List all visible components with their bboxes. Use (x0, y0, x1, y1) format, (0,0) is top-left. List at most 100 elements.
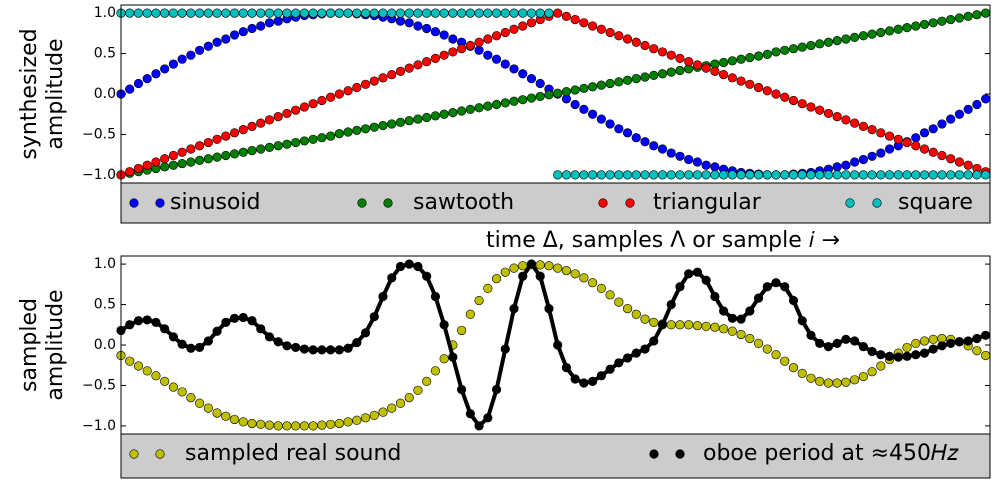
y-axis-label: sampled (17, 298, 42, 392)
point (605, 290, 615, 300)
point (902, 23, 912, 33)
point (797, 42, 807, 52)
point (448, 352, 458, 362)
point (736, 54, 746, 64)
point (291, 137, 301, 148)
point (858, 121, 868, 131)
point (762, 170, 772, 180)
point (247, 316, 257, 326)
point (413, 8, 423, 18)
point (631, 133, 641, 143)
point (291, 342, 301, 353)
point (317, 133, 327, 143)
point (884, 144, 895, 154)
point (535, 260, 545, 270)
legend-marker (155, 449, 165, 459)
point (168, 150, 179, 161)
point (588, 21, 598, 31)
point (177, 147, 187, 157)
point (544, 303, 554, 314)
point (177, 54, 187, 64)
point (203, 41, 213, 51)
point (264, 142, 275, 152)
point (553, 88, 563, 98)
point (981, 330, 991, 340)
point (640, 170, 650, 180)
point (334, 129, 344, 139)
point (229, 149, 240, 159)
point (928, 124, 938, 134)
point (815, 338, 825, 348)
point (893, 170, 903, 180)
point (701, 160, 711, 170)
point (561, 170, 572, 180)
point (387, 69, 397, 80)
point (710, 322, 720, 332)
point (928, 18, 938, 28)
point (884, 26, 895, 36)
point (343, 8, 353, 18)
point (509, 96, 519, 106)
point (177, 8, 187, 18)
point (247, 146, 257, 156)
point (972, 10, 982, 20)
point (465, 309, 475, 319)
point (334, 345, 344, 355)
point (946, 114, 956, 124)
legend-marker (383, 198, 393, 208)
point (195, 8, 205, 18)
point (841, 115, 851, 125)
point (500, 27, 510, 38)
point (238, 27, 248, 37)
point (518, 8, 528, 18)
point (771, 170, 781, 180)
point (518, 271, 528, 281)
point (614, 124, 624, 134)
point (631, 74, 641, 84)
point (605, 119, 615, 129)
point (413, 114, 423, 124)
point (378, 120, 388, 131)
point (343, 127, 353, 137)
point (221, 411, 231, 421)
point (605, 170, 615, 180)
point (753, 293, 764, 303)
legend-box (120, 182, 991, 224)
point (142, 366, 152, 376)
point (937, 150, 947, 161)
point (867, 367, 877, 377)
point (553, 170, 563, 180)
point (806, 40, 816, 51)
point (491, 31, 502, 41)
point (640, 72, 650, 82)
point (657, 47, 668, 57)
point (264, 332, 275, 342)
point (588, 170, 598, 180)
point (928, 170, 938, 180)
point (963, 160, 973, 170)
point (614, 170, 624, 180)
point (168, 332, 179, 342)
point (797, 170, 807, 180)
point (614, 31, 624, 41)
point (369, 410, 379, 420)
point (177, 339, 187, 349)
point (238, 147, 248, 157)
point (727, 170, 737, 180)
point (666, 170, 676, 180)
legend-label: oboe period at ≈450𝐻𝑧 (703, 441, 959, 466)
point (649, 317, 659, 327)
point (299, 136, 310, 146)
point (622, 303, 633, 314)
point (797, 99, 807, 109)
point (387, 8, 397, 18)
point (946, 154, 956, 164)
point (553, 340, 563, 350)
y-tick-label: −1.0 (82, 418, 116, 434)
point (649, 70, 659, 80)
point (605, 78, 615, 89)
point (579, 378, 589, 388)
point (675, 151, 685, 161)
point (395, 261, 406, 272)
point (168, 382, 179, 392)
